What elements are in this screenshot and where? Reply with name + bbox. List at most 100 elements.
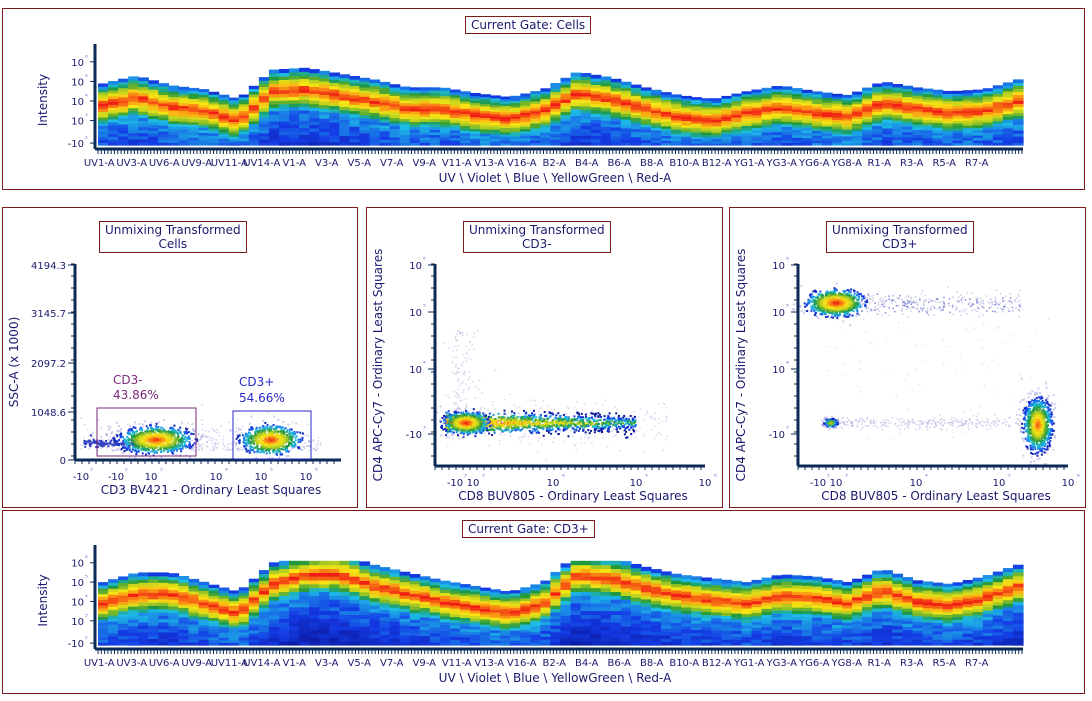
heatmap-cell — [238, 117, 250, 121]
heatmap-cell — [510, 140, 521, 144]
heatmap-cell — [922, 119, 934, 123]
scatter-point — [498, 443, 501, 445]
heatmap-cell — [852, 94, 863, 98]
heatmap-cell — [540, 90, 552, 94]
heatmap-cell — [379, 130, 391, 135]
y-tick-label: -10 — [68, 139, 84, 150]
heatmap-cell — [570, 112, 582, 116]
heatmap-cell — [1002, 142, 1014, 146]
heatmap-cell — [902, 126, 913, 130]
heatmap-cell — [892, 142, 903, 146]
heatmap-cell — [258, 77, 270, 81]
heatmap-cell — [470, 116, 481, 120]
scatter-point — [272, 427, 275, 430]
scatter-point — [455, 402, 458, 404]
heatmap-cell — [470, 140, 481, 144]
heatmap-cell — [138, 77, 149, 82]
heatmap-cell — [510, 100, 521, 104]
scatter-point — [201, 447, 203, 449]
heatmap-cell — [721, 107, 733, 110]
scatter-point — [654, 412, 656, 414]
heatmap-cell — [480, 133, 491, 137]
heatmap-cell — [590, 116, 602, 121]
scatter-point — [275, 441, 278, 444]
heatmap-cell — [530, 130, 541, 134]
heatmap-cell — [198, 132, 210, 136]
heatmap-cell — [389, 111, 401, 116]
scatter-point — [90, 446, 92, 448]
scatter-point — [204, 435, 206, 437]
scatter-point — [466, 406, 468, 409]
scatter-point — [463, 388, 465, 391]
heatmap-cell — [238, 131, 250, 135]
scatter-point — [201, 423, 204, 426]
top-spectrum-panel[interactable]: Current Gate: Cells 10 ⁶ 10 ⁵ 10 ⁴ 10 ³ -10 ² Inte… — [2, 8, 1085, 190]
scatter-point — [177, 438, 180, 441]
heatmap-cell — [379, 84, 391, 89]
cd3neg-plot-panel[interactable]: Unmixing Transformed CD3- 10 ⁶ 10 ⁵ 10 ⁴ -10 ³ -… — [366, 207, 723, 508]
heatmap-cell — [218, 124, 230, 128]
scatter-point — [663, 403, 666, 406]
scatter-point — [259, 438, 262, 441]
scatter-point — [650, 417, 652, 419]
heatmap-cell — [429, 108, 441, 112]
scatter-point — [175, 430, 177, 433]
scatter-point — [595, 402, 597, 404]
scatter-point — [281, 432, 284, 435]
heatmap-cell — [781, 118, 793, 122]
scatter-point — [454, 402, 456, 404]
heatmap-cell — [1012, 91, 1024, 95]
heatmap-cell — [198, 96, 210, 100]
heatmap-cell — [530, 93, 541, 97]
heatmap-cell — [349, 119, 361, 124]
heatmap-cell — [590, 78, 602, 82]
heatmap-cell — [399, 131, 411, 135]
scatter-point — [456, 340, 459, 342]
heatmap-cell — [610, 93, 622, 98]
scatter-point — [138, 446, 141, 449]
heatmap-cell — [148, 133, 159, 137]
heatmap-cell — [108, 104, 119, 108]
scatter-point — [492, 401, 494, 403]
scatter-point — [447, 411, 449, 414]
heatmap-cell — [801, 122, 813, 126]
scatter-point — [128, 433, 130, 436]
heatmap-cell — [258, 114, 270, 118]
heatmap-cell — [741, 142, 753, 146]
heatmap-cell — [590, 87, 602, 92]
heatmap-cell — [992, 136, 1004, 141]
heatmap-cell — [98, 117, 109, 121]
heatmap-cell — [258, 129, 270, 134]
scatter-point — [582, 417, 585, 420]
heatmap-cell — [299, 120, 310, 125]
heatmap-cell — [399, 102, 411, 106]
heatmap-cell — [640, 121, 652, 125]
scatter-point — [182, 440, 185, 443]
scatter-point — [227, 443, 229, 445]
scatter-point — [470, 408, 472, 410]
scatter-point — [167, 431, 170, 434]
heatmap-cell — [821, 118, 833, 122]
heatmap-cell — [600, 132, 612, 137]
gate-cd3pos-percent: 54.66% — [239, 391, 285, 405]
heatmap-cell — [389, 86, 401, 91]
heatmap-cell — [902, 139, 913, 143]
scatter-point — [96, 444, 99, 446]
heatmap-cell — [369, 121, 381, 125]
heatmap-cell — [138, 117, 149, 121]
scatter-point — [131, 445, 134, 448]
scatter-point — [291, 421, 294, 424]
heatmap-cell — [500, 134, 511, 137]
cells-plot-panel[interactable]: Unmixing Transformed Cells 4194.3 3145.7 2… — [2, 207, 358, 508]
scatter-point — [102, 439, 104, 442]
heatmap-cell — [630, 106, 642, 110]
heatmap-cell — [268, 86, 280, 91]
scatter-point — [543, 438, 546, 441]
heatmap-cell — [832, 105, 843, 109]
heatmap-cell — [711, 102, 722, 106]
heatmap-cell — [661, 104, 672, 108]
heatmap-cell — [892, 131, 903, 135]
heatmap-cell — [912, 103, 924, 107]
heatmap-cell — [379, 102, 391, 106]
scatter-point — [293, 447, 295, 450]
